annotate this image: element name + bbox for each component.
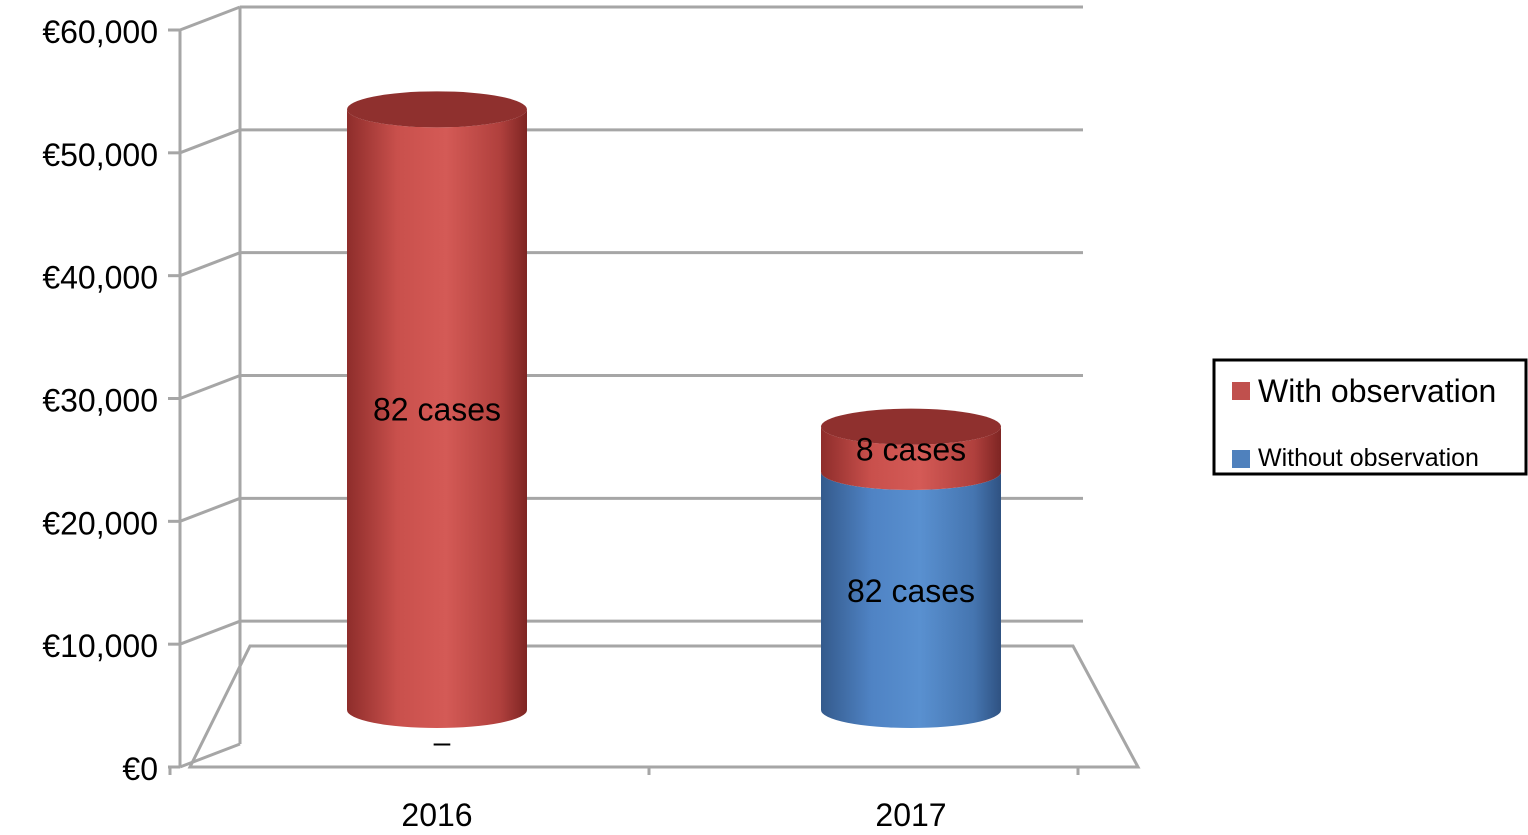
y-tick-label: €40,000 bbox=[42, 260, 158, 296]
gridline-diag bbox=[179, 5, 241, 32]
legend-label: With observation bbox=[1258, 373, 1496, 409]
bar-segment bbox=[821, 426, 1001, 490]
y-tick-label: €60,000 bbox=[42, 14, 158, 50]
gridline-diag bbox=[179, 251, 241, 278]
gridline-diag bbox=[179, 374, 241, 400]
y-tick-label: €50,000 bbox=[42, 137, 158, 173]
gridline-diag bbox=[179, 496, 241, 523]
bar-top bbox=[347, 91, 527, 128]
x-axis: 2016 2017 bbox=[168, 767, 1080, 833]
x-tick-label: 2017 bbox=[875, 797, 946, 833]
gridline-diag bbox=[179, 742, 241, 769]
legend: With observation Without observation bbox=[1212, 358, 1528, 476]
data-label: 8 cases bbox=[856, 431, 966, 467]
y-tick-label: €10,000 bbox=[42, 628, 158, 664]
y-tick-label: €0 bbox=[122, 751, 158, 787]
legend-swatch bbox=[1232, 450, 1250, 468]
y-axis: €0 €10,000 €20,000 €30,000 €40,000 €50,000 €60… bbox=[42, 14, 180, 787]
extra-mark: – bbox=[434, 726, 451, 759]
legend-box bbox=[1212, 358, 1528, 476]
gridline-diag bbox=[179, 619, 241, 646]
bar-top bbox=[821, 408, 1001, 445]
bars: 82 cases – 82 cases 8 cases bbox=[347, 91, 1001, 759]
bar-segment bbox=[821, 472, 1001, 728]
data-label: 82 cases bbox=[847, 573, 975, 609]
legend-label: Without observation bbox=[1258, 444, 1479, 472]
bar-segment bbox=[347, 109, 527, 729]
y-tick-label: €20,000 bbox=[42, 505, 158, 541]
legend-swatch bbox=[1232, 382, 1250, 400]
x-tick-label: 2016 bbox=[401, 797, 472, 833]
gridline-diag bbox=[179, 128, 241, 155]
data-label: 82 cases bbox=[373, 392, 501, 428]
y-tick-label: €30,000 bbox=[42, 383, 158, 419]
